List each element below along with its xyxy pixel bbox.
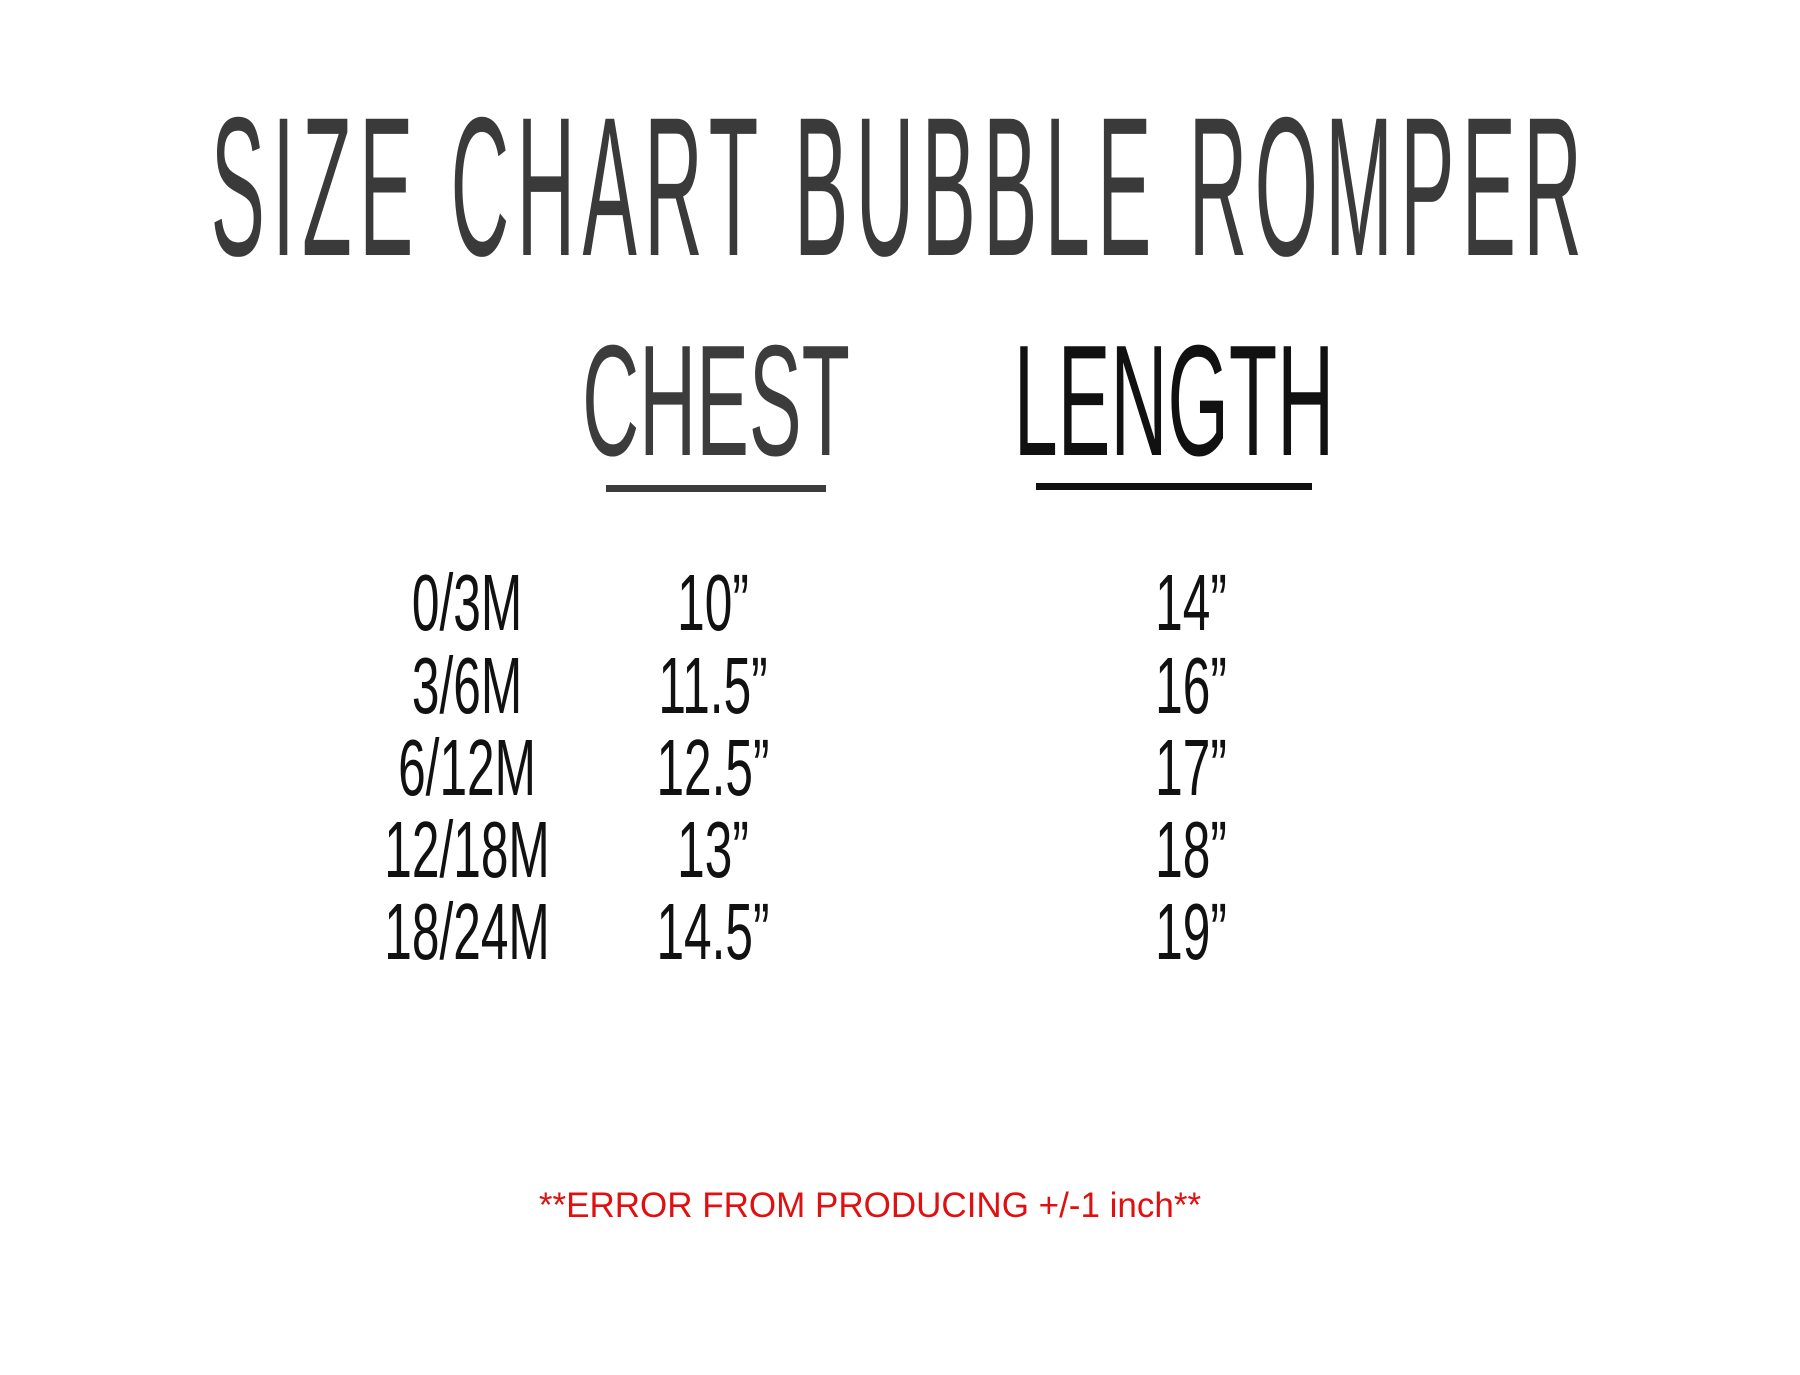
cell-size: 12/18M <box>384 805 550 894</box>
cell-size: 3/6M <box>411 641 523 730</box>
cell-chest: 13” <box>677 805 749 894</box>
cell-length: 16” <box>1155 641 1227 730</box>
cell-chest: 12.5” <box>656 723 770 812</box>
page-title: SIZE CHART BUBBLE ROMPER <box>210 76 1590 297</box>
cell-chest: 14.5” <box>656 887 770 976</box>
cell-length: 19” <box>1155 887 1227 976</box>
cell-size: 6/12M <box>398 723 536 812</box>
cell-chest: 10” <box>677 558 749 647</box>
cell-size: 18/24M <box>384 887 550 976</box>
length-underline <box>1036 483 1312 490</box>
cell-size: 0/3M <box>411 558 523 647</box>
error-note: **ERROR FROM PRODUCING +/-1 inch** <box>538 1186 1202 1225</box>
chest-underline <box>606 485 826 492</box>
cell-length: 14” <box>1155 558 1227 647</box>
column-header-length: LENGTH <box>1013 313 1335 489</box>
cell-length: 18” <box>1155 805 1227 894</box>
cell-chest: 11.5” <box>658 641 768 730</box>
cell-length: 17” <box>1155 723 1227 812</box>
column-header-chest: CHEST <box>582 313 850 489</box>
